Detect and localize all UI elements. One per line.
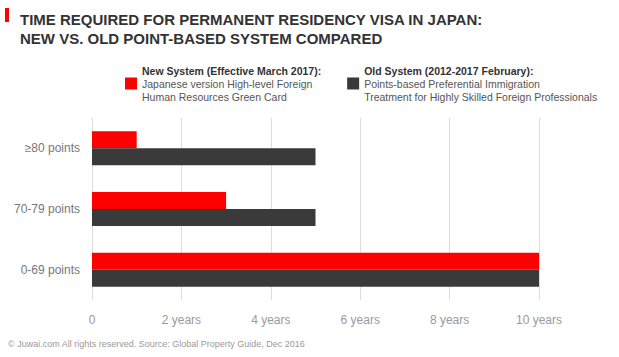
- svg-text:2 years: 2 years: [162, 313, 201, 327]
- svg-text:NEW VS. OLD POINT-BASED SYSTEM: NEW VS. OLD POINT-BASED SYSTEM COMPARED: [20, 30, 382, 47]
- svg-text:≥80 points: ≥80 points: [25, 141, 80, 155]
- svg-text:New System (Effective March 20: New System (Effective March 2017):: [142, 65, 321, 77]
- svg-text:TIME REQUIRED FOR PERMANENT RE: TIME REQUIRED FOR PERMANENT RESIDENCY VI…: [20, 11, 482, 28]
- svg-text:6 years: 6 years: [341, 313, 380, 327]
- svg-text:0-69 points: 0-69 points: [21, 263, 80, 277]
- svg-text:Japanese version High-level Fo: Japanese version High-level Foreign: [142, 78, 313, 90]
- svg-text:© Juwai.com All rights reserve: © Juwai.com All rights reserved. Source:…: [8, 339, 305, 349]
- svg-text:Treatment for Highly Skilled F: Treatment for Highly Skilled Foreign Pro…: [364, 91, 597, 103]
- svg-text:0: 0: [89, 313, 96, 327]
- svg-text:Points-based Preferential Immi: Points-based Preferential Immigration: [364, 78, 540, 90]
- svg-text:Old System (2012-2017 February: Old System (2012-2017 February):: [364, 65, 533, 77]
- svg-text:70-79 points: 70-79 points: [14, 202, 80, 216]
- svg-text:4 years: 4 years: [251, 313, 290, 327]
- svg-text:10 years: 10 years: [516, 313, 562, 327]
- svg-text:8 years: 8 years: [430, 313, 469, 327]
- svg-text:Human Resources Green Card: Human Resources Green Card: [142, 91, 287, 103]
